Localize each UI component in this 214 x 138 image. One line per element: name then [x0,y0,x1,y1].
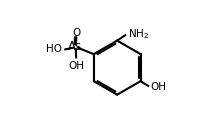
Text: As: As [68,40,83,53]
Text: O: O [72,28,81,38]
Text: HO: HO [46,44,62,54]
Text: OH: OH [150,82,166,92]
Text: OH: OH [69,61,85,71]
Text: NH$_2$: NH$_2$ [128,27,149,41]
